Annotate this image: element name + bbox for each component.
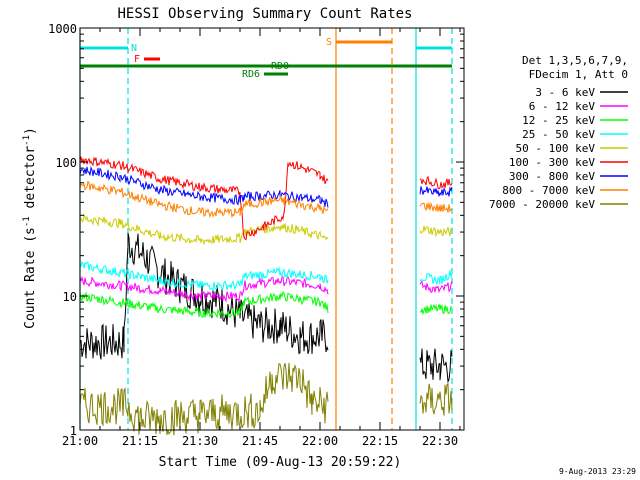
series-line-5 (79, 156, 453, 241)
series-line-1 (79, 275, 453, 303)
flag-label-2: F (134, 54, 140, 65)
series-line-8 (79, 362, 453, 436)
legend-label-3: 25 - 50 keV (522, 128, 595, 141)
legend-header-2: FDecim 1, Att 0 (529, 68, 628, 81)
x-axis: 21:00 21:15 21:30 21:45 22:00 22:15 22:30 (62, 28, 461, 448)
x-tick-label: 21:15 (122, 434, 158, 448)
x-tick-label: 22:30 (422, 434, 458, 448)
legend-label-8: 7000 - 20000 keV (489, 198, 595, 211)
x-tick-label: 21:45 (242, 434, 278, 448)
x-axis-label: Start Time (09-Aug-13 20:59:22) (159, 455, 402, 470)
series-line-0 (79, 232, 453, 384)
timestamp: 9-Aug-2013 23:29 (559, 467, 636, 476)
legend-label-7: 800 - 7000 keV (502, 184, 595, 197)
y-axis: 1 10 100 1000 (48, 22, 464, 438)
series-line-2 (79, 291, 453, 319)
x-tick-label: 21:00 (62, 434, 98, 448)
y-tick-label: 1 (70, 424, 77, 438)
flag-label-3: S (326, 37, 332, 48)
plot-area: NF S RD0 RD6 (79, 27, 465, 436)
y-tick-label: 1000 (48, 22, 77, 36)
legend-label-0: 3 - 6 keV (535, 86, 595, 99)
series-line-3 (79, 260, 453, 291)
chart-title: HESSI Observing Summary Count Rates (117, 6, 412, 22)
series-line-7 (79, 180, 453, 219)
legend-label-6: 300 - 800 keV (509, 170, 595, 183)
series-line-6 (79, 165, 453, 208)
legend-label-5: 100 - 300 keV (509, 156, 595, 169)
flag-label-0: N (131, 43, 137, 54)
y-axis-label: Count Rate (s-1 detector-1) (22, 127, 38, 329)
plot-frame (79, 27, 465, 431)
flag-label-5: RD6 (242, 69, 260, 80)
y-tick-label: 10 (63, 290, 77, 304)
legend-header-1: Det 1,3,5,6,7,9, (522, 54, 628, 67)
x-tick-label: 21:30 (182, 434, 218, 448)
flag-label-4: RD0 (271, 61, 289, 72)
legend-label-2: 12 - 25 keV (522, 114, 595, 127)
legend: Det 1,3,5,6,7,9, FDecim 1, Att 0 3 - 6 k… (489, 54, 628, 211)
y-tick-label: 100 (55, 156, 77, 170)
series-line-4 (79, 212, 453, 246)
legend-label-4: 50 - 100 keV (516, 142, 596, 155)
x-tick-label: 22:00 (302, 434, 338, 448)
x-tick-label: 22:15 (362, 434, 398, 448)
legend-label-1: 6 - 12 keV (529, 100, 596, 113)
